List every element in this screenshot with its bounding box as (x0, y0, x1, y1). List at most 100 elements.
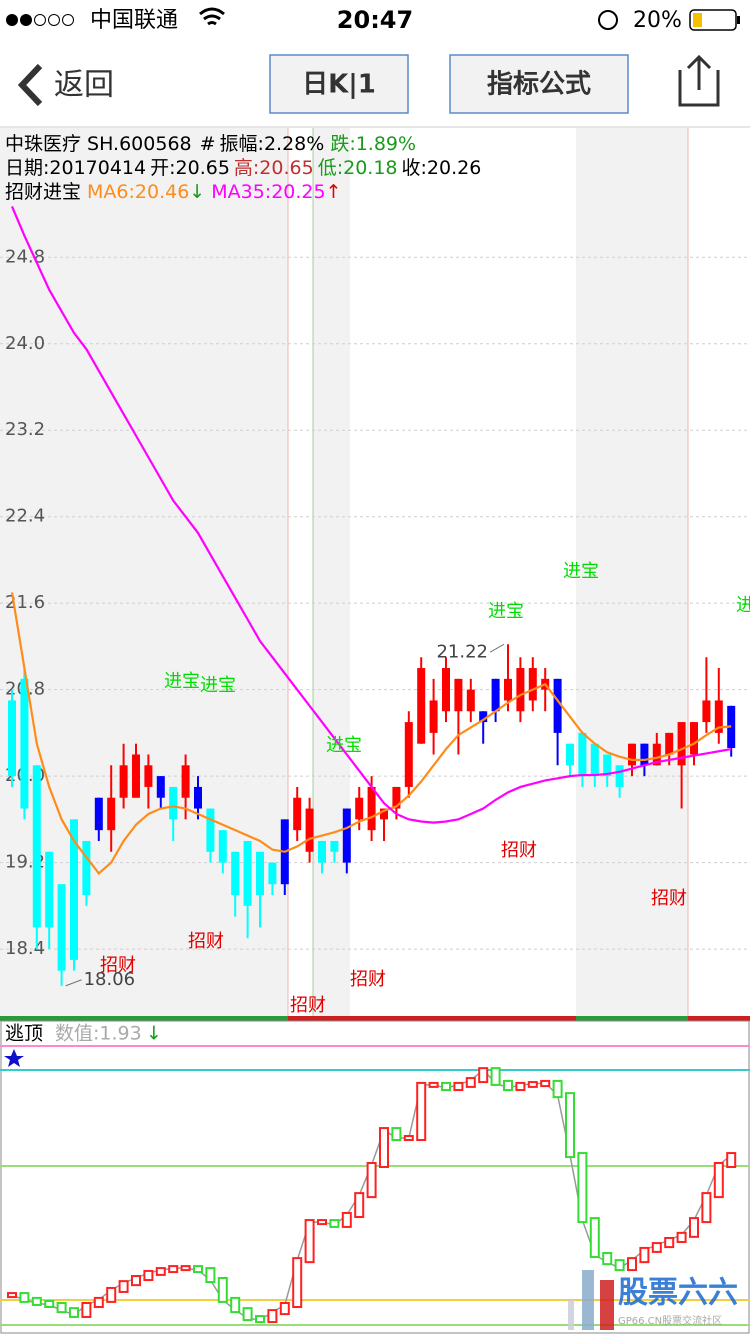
signal-label: 招财 (290, 995, 326, 1016)
indicator-box (490, 1067, 501, 1086)
candle-body (367, 786, 376, 831)
indicator-box (242, 1307, 253, 1322)
candle-body (119, 765, 128, 798)
signal-bar (0, 1016, 288, 1021)
signal-label: 进宝 (326, 735, 362, 756)
candle-body (318, 840, 326, 863)
signal-label: 招财 (100, 955, 136, 976)
wm-title: 股票六六 (618, 1276, 738, 1311)
callout (65, 979, 82, 987)
back-button[interactable]: 返回 (54, 68, 114, 103)
indicator-box (317, 1219, 327, 1226)
lock-icon (598, 10, 618, 30)
period-tab-label[interactable]: 日K|1 (302, 70, 376, 100)
indicator-box (713, 1161, 724, 1199)
indicator-box (627, 1257, 637, 1272)
candle-body (342, 808, 351, 863)
indicator-box (565, 1092, 575, 1159)
candle-body (690, 722, 698, 755)
share-icon[interactable] (678, 54, 720, 107)
candle-body (194, 786, 202, 809)
indicator-box (577, 1152, 588, 1224)
indicator-box (180, 1265, 191, 1272)
indicator-box (168, 1265, 179, 1274)
signal-bar (688, 1016, 750, 1021)
indicator-box (465, 1077, 476, 1088)
indicator-box (366, 1161, 377, 1199)
candle-body (8, 700, 16, 777)
low: 低:20.18 (318, 157, 398, 179)
indicator-box (81, 1302, 92, 1318)
indicator-box (56, 1302, 67, 1314)
back-arrow[interactable] (17, 63, 43, 107)
candle-body (169, 786, 178, 820)
info-lines: 中珠医疗 SH.600568 # 振幅:2.28% 跌:1.89% 日期:201704… (5, 133, 481, 203)
candle-body (256, 851, 264, 896)
battery-text: 20% (633, 8, 682, 33)
clock: 20:47 (337, 6, 413, 34)
candle-body (528, 668, 537, 701)
indicator-box (676, 1231, 687, 1243)
indicator-box (478, 1067, 489, 1084)
candle-body (417, 668, 426, 744)
ma35-arrow: ↑ (326, 181, 342, 203)
indicator-box (602, 1252, 613, 1266)
indicator-box (205, 1267, 216, 1284)
candle-body (578, 732, 587, 777)
formula-tab[interactable] (449, 54, 629, 114)
amplitude: 振幅:2.28% (220, 133, 325, 155)
indicator-box (304, 1219, 315, 1264)
panel-arrow: ↓ (146, 1023, 162, 1045)
battery-level (693, 13, 702, 27)
indicator-box (726, 1152, 737, 1168)
indicator-box (31, 1296, 42, 1307)
panel-title: 逃顶 (5, 1023, 43, 1045)
indicator-box (614, 1259, 625, 1272)
formula-tab-label[interactable]: 指标公式 (487, 70, 591, 100)
indicator-box (515, 1081, 526, 1092)
indicator-box (131, 1275, 141, 1287)
candle-body (82, 840, 91, 896)
indicator-box (279, 1302, 290, 1316)
signal-dot (34, 14, 46, 26)
y-tick-label: 22.4 (5, 506, 45, 527)
indicator-box (230, 1296, 241, 1314)
info-text: 招财进宝 MA6:20.46↓ MA35:20.25↑ (5, 181, 342, 203)
signal-dot (6, 14, 18, 26)
candle-body (380, 808, 388, 820)
panel-border (0, 1020, 750, 1334)
candle-body (665, 732, 674, 755)
indicator-box (540, 1079, 551, 1088)
indicator-box (329, 1219, 340, 1228)
info-text: 日期:20170414 开:20.65 高:20.65 低:20.18 收:20.26 (5, 157, 481, 179)
battery-icon (689, 9, 737, 31)
lower-panel: 逃顶 数值:1.93 ↓ (0, 1020, 750, 1334)
indicator-box (93, 1296, 104, 1309)
indicator-box (403, 1135, 414, 1142)
indicator-box (503, 1079, 513, 1092)
signal-bar (576, 1016, 688, 1021)
candle-body (454, 678, 463, 712)
candle-body (32, 765, 41, 928)
candle-body (491, 678, 500, 712)
signal-bar (288, 1016, 350, 1021)
candle-body (107, 797, 116, 831)
battery-tip (737, 16, 740, 24)
y-tick-label: 21.6 (5, 592, 45, 613)
indicator-box (651, 1242, 662, 1253)
ma6-arrow: ↓ (189, 181, 205, 203)
star-icon (4, 1049, 24, 1067)
period-tab[interactable] (269, 54, 409, 114)
indicator-box (639, 1246, 650, 1264)
candle-body (305, 808, 314, 852)
close: 收:20.26 (402, 157, 482, 179)
indicator-box (341, 1211, 352, 1228)
candle-body (243, 840, 252, 906)
nav-bar: 返回 日K|1 指标公式 (0, 54, 750, 128)
candle-body (70, 819, 78, 960)
signal-label: 进宝 (488, 601, 524, 622)
candle-body (293, 797, 302, 831)
indicator-box (118, 1280, 129, 1293)
indicator-box (44, 1300, 55, 1309)
candle-body (355, 797, 364, 820)
